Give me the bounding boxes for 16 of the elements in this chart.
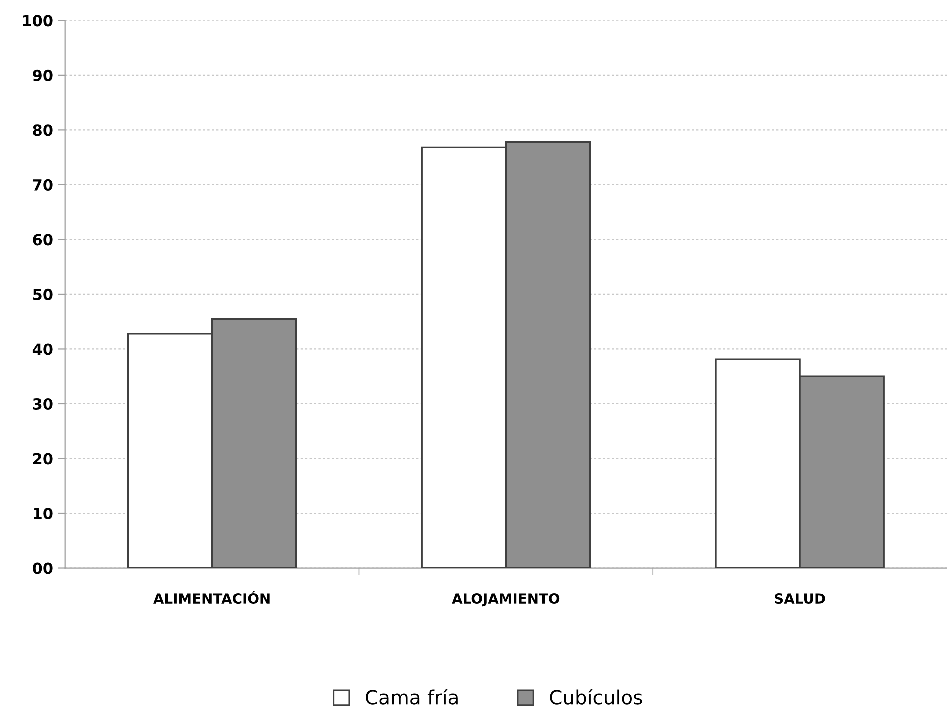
y-tick-label: 80: [33, 124, 53, 136]
y-tick-label: 20: [33, 453, 53, 465]
x-tick-label: SALUD: [775, 594, 826, 604]
x-tick-label: ALOJAMIENTO: [452, 594, 560, 607]
y-tick-label: 00: [33, 562, 53, 574]
x-tick-label: ALIMENTACIÓN: [154, 590, 270, 604]
y-tick-label: 50: [33, 288, 53, 300]
y-tick-label: 30: [33, 398, 53, 410]
legend-label: Cama fría: [366, 689, 458, 705]
y-tick-label: 100: [23, 15, 53, 27]
y-tick-label: 10: [34, 508, 53, 520]
y-tick-label: 70: [33, 179, 53, 191]
legend-label: Cubículos: [550, 689, 642, 705]
y-tick-label: 40: [32, 344, 53, 356]
y-tick-label: 60: [33, 234, 53, 246]
y-tick-label: 90: [33, 70, 53, 82]
